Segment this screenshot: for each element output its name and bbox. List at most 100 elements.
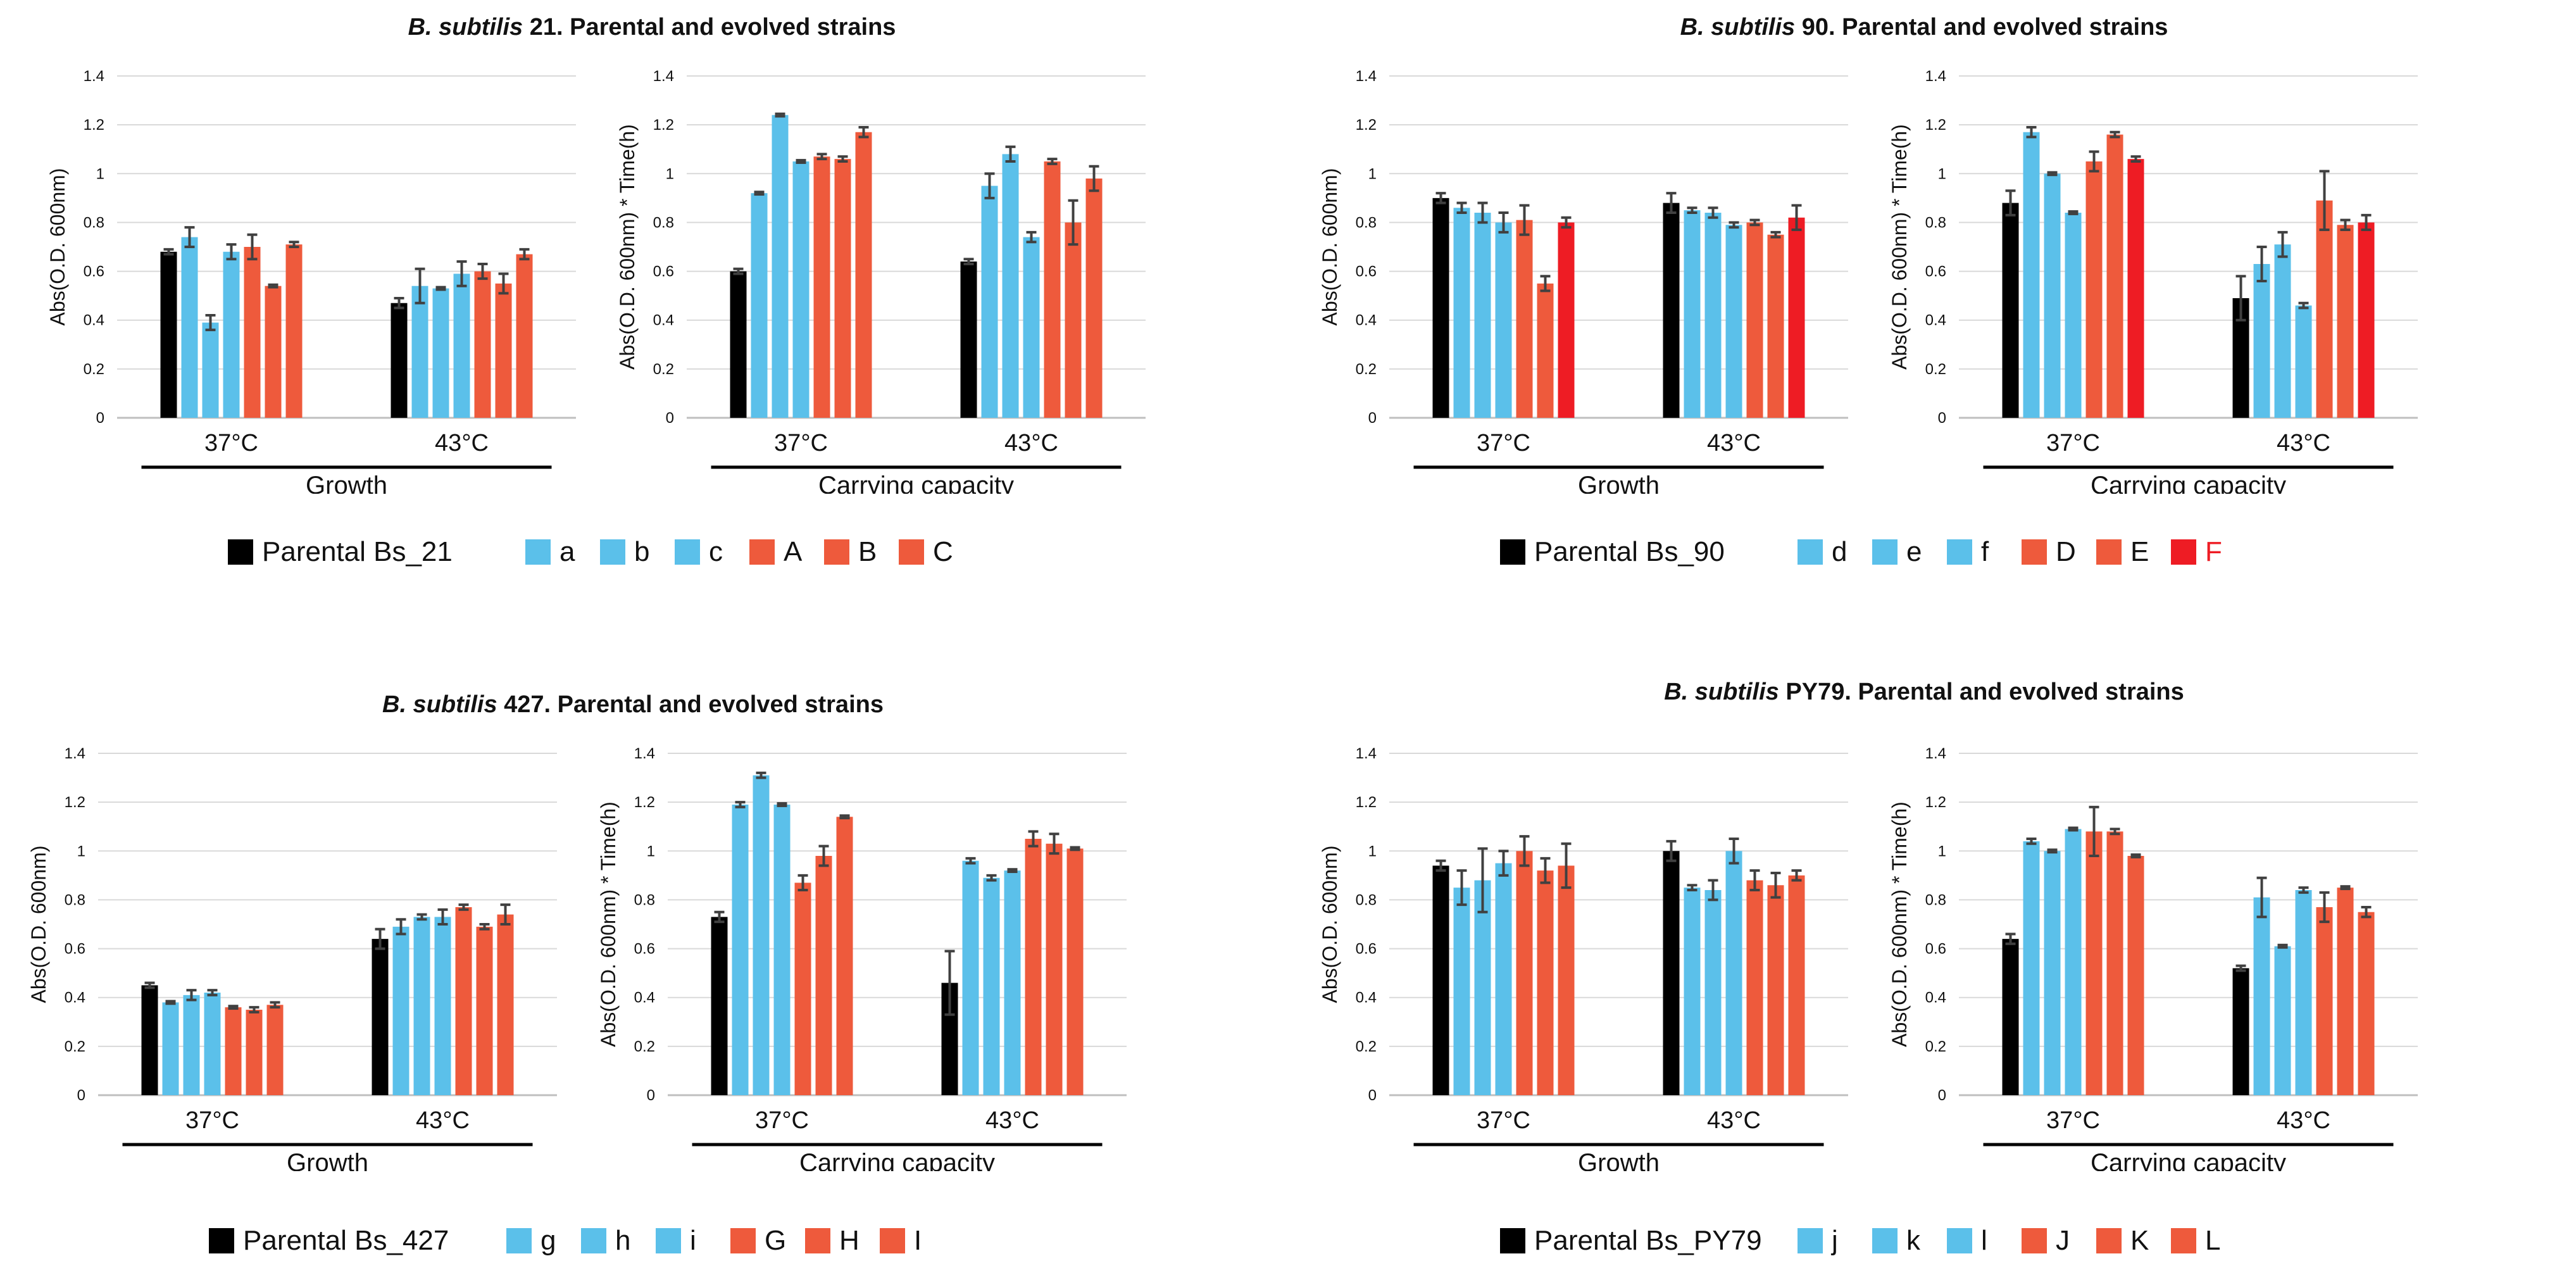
y-tick-label: 0.4 — [1925, 312, 1946, 329]
legend-item: b — [600, 533, 649, 571]
legend-swatch — [899, 539, 924, 565]
bar — [392, 926, 410, 1095]
y-tick-label: 0.8 — [1925, 214, 1946, 231]
legend-item: H — [805, 1222, 860, 1260]
bar — [1432, 198, 1449, 418]
bar — [1537, 283, 1554, 418]
y-tick-label: 0 — [77, 1087, 85, 1104]
legend-item: Parental Bs_21 — [228, 533, 453, 571]
legend-swatch — [1500, 1228, 1525, 1253]
chart-growth: 0 0.2 0.4 0.6 0.8 1 1.2 1.4 Abs(O.D. 600nm) 37°C 4… — [1318, 745, 1848, 1171]
bar — [162, 1002, 179, 1095]
y-tick-label: 0.8 — [65, 891, 85, 908]
panel-title: B. subtilis PY79. Parental and evolved s… — [1291, 679, 2557, 706]
panel-bs21: B. subtilis 21. Parental and evolved str… — [19, 0, 1285, 608]
legend-item: f — [1947, 533, 1989, 571]
panel-bspy79: B. subtilis PY79. Parental and evolved s… — [1291, 665, 2557, 1272]
y-tick-label: 1 — [96, 165, 104, 182]
bar — [1725, 225, 1742, 418]
legend-swatch — [749, 539, 775, 565]
legend-item: h — [581, 1222, 630, 1260]
bar — [1725, 851, 1742, 1095]
legend-label: c — [709, 536, 723, 567]
y-tick-label: 0.2 — [1356, 1038, 1377, 1055]
chart-carrying-capacity: 0 0.2 0.4 0.6 0.8 1 1.2 1.4 Abs(O.D. 600nm) * Ti… — [1888, 745, 2418, 1171]
legend-swatch — [880, 1228, 905, 1253]
category-label: 37°C — [1477, 1107, 1530, 1134]
y-tick-label: 1 — [1938, 843, 1946, 860]
y-tick-label: 0 — [1938, 1087, 1946, 1104]
bar — [815, 856, 832, 1095]
bar — [2127, 159, 2144, 418]
panel-title: B. subtilis 21. Parental and evolved str… — [19, 14, 1285, 41]
legend-item: A — [749, 533, 802, 571]
bar — [1495, 863, 1512, 1095]
bar — [813, 156, 830, 418]
panel-title-species: B. subtilis — [408, 14, 523, 41]
legend-label: F — [2205, 536, 2222, 567]
bar — [1684, 210, 1701, 418]
legend-label: Parental Bs_21 — [262, 536, 453, 567]
y-tick-label: 1.4 — [634, 745, 655, 762]
y-axis-label: Abs(O.D. 600nm) — [46, 168, 69, 326]
panel-title-species: B. subtilis — [1680, 14, 1796, 41]
bar — [497, 914, 514, 1095]
category-label: 43°C — [416, 1107, 470, 1134]
panel-title-species: B. subtilis — [382, 691, 497, 718]
x-axis-label: Carrying capacity — [818, 472, 1014, 494]
legend-item: C — [899, 533, 953, 571]
panel-title-rest: 427. Parental and evolved strains — [497, 691, 884, 718]
bar — [2106, 134, 2123, 418]
bar — [732, 805, 749, 1095]
bar — [2044, 851, 2061, 1095]
bar — [2002, 939, 2019, 1095]
legend-swatch — [1872, 539, 1898, 565]
y-tick-label: 0.6 — [1925, 263, 1946, 280]
bar — [225, 1007, 242, 1095]
bar — [265, 286, 282, 418]
y-tick-label: 0.8 — [634, 891, 655, 908]
y-tick-label: 1.2 — [1925, 794, 1946, 811]
y-tick-label: 0.8 — [84, 214, 104, 231]
y-tick-label: 1.2 — [634, 794, 655, 811]
bar — [1002, 154, 1019, 418]
legend-label: b — [634, 536, 650, 567]
y-tick-label: 1.4 — [65, 745, 85, 762]
bar — [2358, 912, 2375, 1095]
bar — [1046, 843, 1063, 1095]
legend-swatch — [209, 1228, 234, 1253]
category-label: 43°C — [1707, 430, 1761, 456]
legend: Parental Bs_90 d e f D E F — [1291, 533, 2557, 571]
legend-item: g — [506, 1222, 556, 1260]
bar — [1746, 222, 1763, 418]
bar — [855, 132, 872, 418]
bar — [730, 271, 747, 418]
panel-title-rest: 90. Parental and evolved strains — [1795, 14, 2168, 41]
bar — [1516, 220, 1533, 418]
chart-growth: 0 0.2 0.4 0.6 0.8 1 1.2 1.4 Abs(O.D. 600nm) 37°C 4… — [1318, 68, 1848, 494]
legend-item: D — [2022, 533, 2076, 571]
panel-title-species: B. subtilis — [1664, 679, 1779, 705]
chart-growth: 0 0.2 0.4 0.6 0.8 1 1.2 1.4 Abs(O.D. 600nm) 37°C 4… — [46, 68, 576, 494]
legend: Parental Bs_427 g h i G H I — [0, 1222, 1266, 1260]
legend-label: B — [858, 536, 877, 567]
bar — [2085, 161, 2103, 418]
bar — [141, 985, 158, 1095]
x-axis-label: Growth — [1578, 1149, 1660, 1171]
y-tick-label: 0.4 — [1356, 989, 1377, 1007]
legend-label: h — [615, 1225, 631, 1256]
legend-item: a — [525, 533, 575, 571]
y-tick-label: 1.2 — [84, 116, 104, 134]
bar — [962, 860, 979, 1095]
legend-swatch — [2096, 539, 2122, 565]
y-tick-label: 0.2 — [1356, 361, 1377, 378]
category-label: 37°C — [755, 1107, 809, 1134]
y-tick-label: 0.8 — [1925, 891, 1946, 908]
bar — [1474, 213, 1491, 418]
y-tick-label: 0.6 — [1356, 263, 1377, 280]
y-tick-label: 0.4 — [65, 989, 85, 1007]
bar — [711, 917, 728, 1095]
legend-swatch — [1947, 539, 1972, 565]
legend-swatch — [581, 1228, 606, 1253]
legend-swatch — [525, 539, 551, 565]
